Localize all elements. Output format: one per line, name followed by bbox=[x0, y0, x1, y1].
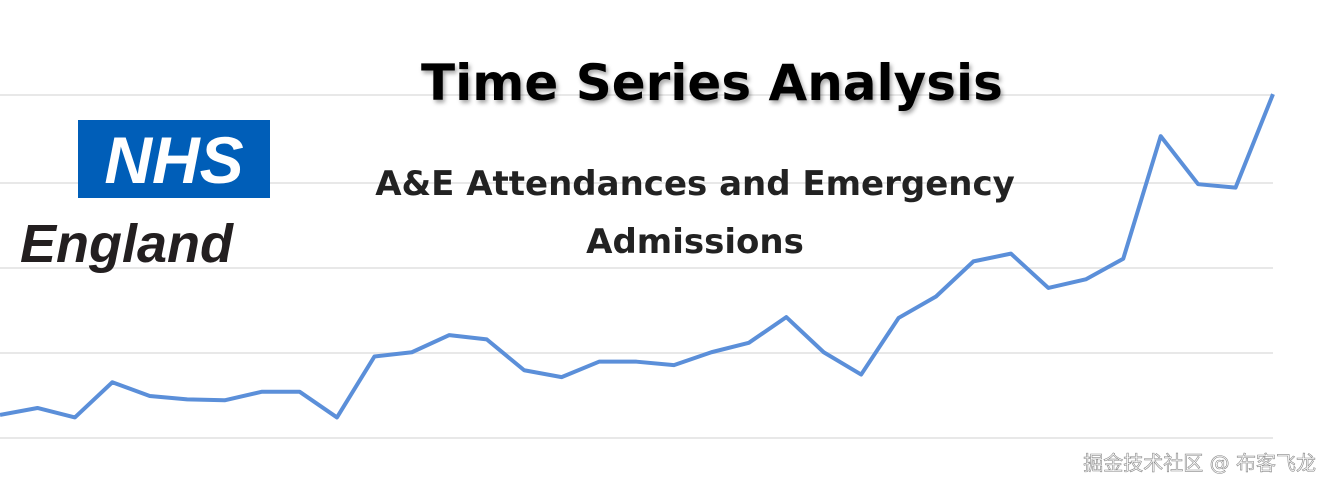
logo-badge bbox=[78, 120, 270, 198]
title: Time Series Analysis bbox=[421, 54, 1003, 112]
series-line bbox=[0, 93, 1275, 420]
logo-text: England bbox=[20, 214, 234, 274]
subtitle-line: Admissions bbox=[586, 222, 804, 262]
logo-badge-text: NHS bbox=[104, 123, 243, 197]
subtitle-line: A&E Attendances and Emergency bbox=[375, 164, 1015, 204]
watermark: 掘金技术社区 @ 布客飞龙 bbox=[1083, 451, 1316, 475]
plot bbox=[0, 93, 1275, 420]
